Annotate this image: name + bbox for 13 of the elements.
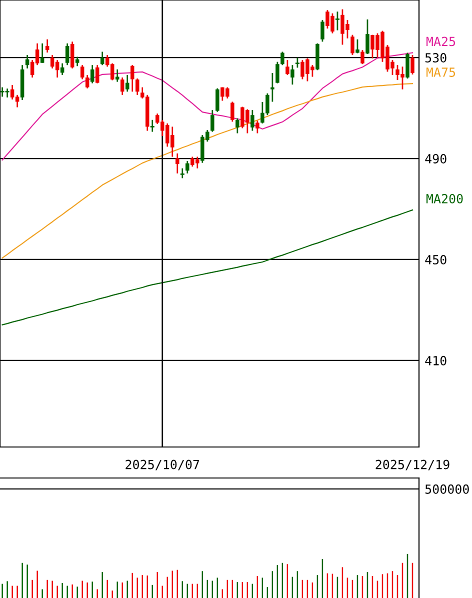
- series-label: MA25: [426, 36, 456, 46]
- y-tick-label: 530: [425, 53, 446, 63]
- series-label: MA200: [426, 194, 463, 204]
- y-tick-label: 500000: [425, 484, 469, 494]
- x-tick-label: 2025/10/07: [126, 460, 200, 470]
- y-tick-label: 490: [425, 154, 446, 164]
- line-series: [2, 209, 414, 326]
- candlestick: [4, 88, 10, 98]
- y-tick-label: 410: [425, 356, 446, 366]
- series-label: MA75: [426, 68, 456, 77]
- y-tick-label: 450: [425, 254, 446, 264]
- x-tick-label: 2025/12/19: [376, 460, 450, 470]
- line-series: [2, 82, 414, 259]
